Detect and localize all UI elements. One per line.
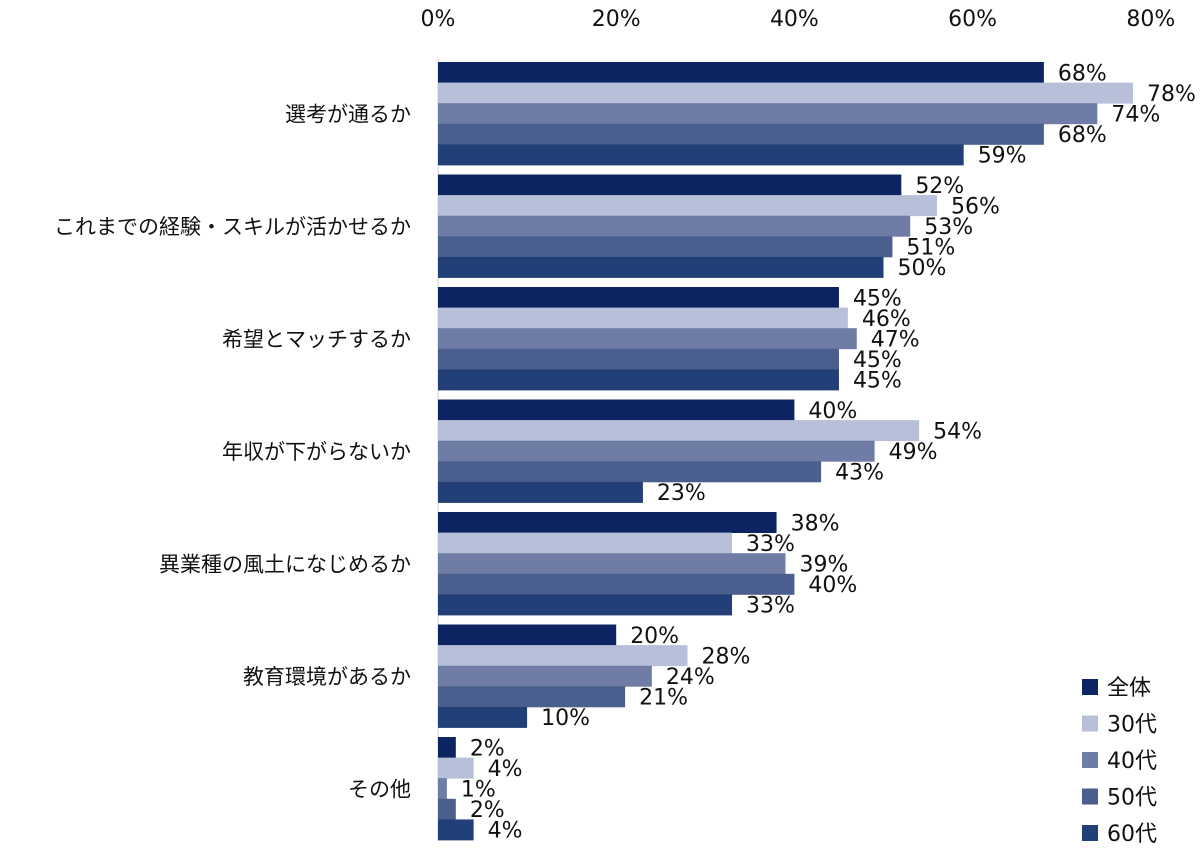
data-label: 4% <box>488 819 523 844</box>
bar <box>438 62 1044 83</box>
data-label: 51% <box>906 236 955 261</box>
category-label: 選考が通るか <box>285 103 411 127</box>
legend-label: 60代 <box>1107 822 1157 847</box>
data-label: 38% <box>791 511 840 536</box>
data-label: 54% <box>933 419 982 444</box>
bar <box>438 195 937 217</box>
category-label: これまでの経験・スキルが活かせるか <box>54 215 411 239</box>
legend-swatch <box>1082 788 1098 805</box>
bar <box>438 481 643 503</box>
data-labels: 68%78%74%68%59%52%56%53%51%50%45%46%47%4… <box>461 61 1196 843</box>
data-label: 21% <box>639 686 688 711</box>
bar <box>438 573 795 595</box>
x-tick-label: 40% <box>770 7 819 32</box>
category-label: 異業種の風土になじめるか <box>159 553 411 577</box>
bar <box>438 461 822 483</box>
bar <box>438 103 1098 125</box>
x-axis-ticks: 0% 20% 40% 60% 80% <box>421 7 1176 32</box>
data-label: 40% <box>808 573 857 598</box>
bar <box>438 256 884 278</box>
bars <box>438 62 1133 841</box>
legend-label: 40代 <box>1107 749 1157 774</box>
data-label: 2% <box>470 798 505 823</box>
bar <box>438 512 777 533</box>
legend-label: 50代 <box>1107 786 1157 811</box>
legend: 全体 30代 40代 50代 60代 <box>1082 676 1157 847</box>
data-label: 59% <box>978 144 1027 169</box>
data-label: 45% <box>853 348 902 373</box>
x-tick-label: 20% <box>592 7 641 32</box>
bar <box>438 665 652 687</box>
bar <box>438 706 528 728</box>
data-label: 1% <box>461 778 496 803</box>
data-label: 68% <box>1058 61 1107 86</box>
bar <box>438 123 1044 145</box>
bar <box>438 798 456 820</box>
legend-swatch <box>1082 679 1098 695</box>
legend-swatch <box>1082 752 1098 768</box>
data-label: 40% <box>808 399 857 424</box>
data-label: 20% <box>630 624 679 649</box>
data-label: 47% <box>871 328 920 353</box>
category-label: 教育環境があるか <box>243 665 411 689</box>
x-tick-label: 60% <box>948 7 997 32</box>
bar <box>438 369 839 391</box>
legend-swatch <box>1082 825 1098 841</box>
bar <box>438 82 1133 104</box>
bar <box>438 532 733 554</box>
bar <box>438 757 474 779</box>
data-label: 23% <box>657 481 706 506</box>
bar <box>438 686 626 708</box>
data-label: 78% <box>1147 82 1196 107</box>
category-label: その他 <box>348 778 411 802</box>
bar <box>438 348 839 370</box>
bar <box>438 236 893 258</box>
bar <box>438 594 733 616</box>
bar <box>438 737 456 758</box>
bar <box>438 215 911 237</box>
bar <box>438 819 474 841</box>
bar <box>438 645 688 667</box>
category-labels: 選考が通るかこれまでの経験・スキルが活かせるか希望とマッチするか年収が下がらない… <box>54 103 411 802</box>
data-label: 49% <box>889 440 938 465</box>
data-label: 50% <box>898 256 947 281</box>
data-label: 52% <box>915 174 964 199</box>
legend-swatch <box>1082 715 1098 732</box>
data-label: 46% <box>862 307 911 332</box>
bar <box>438 307 848 329</box>
bar <box>438 440 875 462</box>
data-label: 4% <box>488 757 523 782</box>
category-label: 希望とマッチするか <box>222 328 411 352</box>
bar <box>438 144 964 166</box>
x-tick-label: 0% <box>421 7 456 32</box>
data-label: 56% <box>951 194 1000 219</box>
x-tick-label: 80% <box>1126 7 1175 32</box>
data-label: 33% <box>746 594 795 619</box>
bar <box>438 174 902 196</box>
data-label: 10% <box>541 706 590 731</box>
data-label: 43% <box>835 461 884 486</box>
bar <box>438 624 617 646</box>
bar <box>438 553 786 575</box>
legend-label: 全体 <box>1107 676 1151 701</box>
data-label: 74% <box>1111 103 1160 128</box>
data-label: 68% <box>1058 123 1107 148</box>
bar <box>438 287 839 308</box>
data-label: 39% <box>799 553 848 578</box>
legend-label: 30代 <box>1107 713 1157 738</box>
data-label: 24% <box>666 665 715 690</box>
data-label: 28% <box>701 644 750 669</box>
bar <box>438 420 920 442</box>
data-label: 2% <box>470 736 505 761</box>
bar <box>438 328 857 350</box>
data-label: 53% <box>924 215 973 240</box>
data-label: 45% <box>853 369 902 394</box>
data-label: 33% <box>746 532 795 557</box>
bar <box>438 399 795 421</box>
bar <box>438 778 447 800</box>
data-label: 45% <box>853 286 902 311</box>
category-label: 年収が下がらないか <box>222 440 411 464</box>
